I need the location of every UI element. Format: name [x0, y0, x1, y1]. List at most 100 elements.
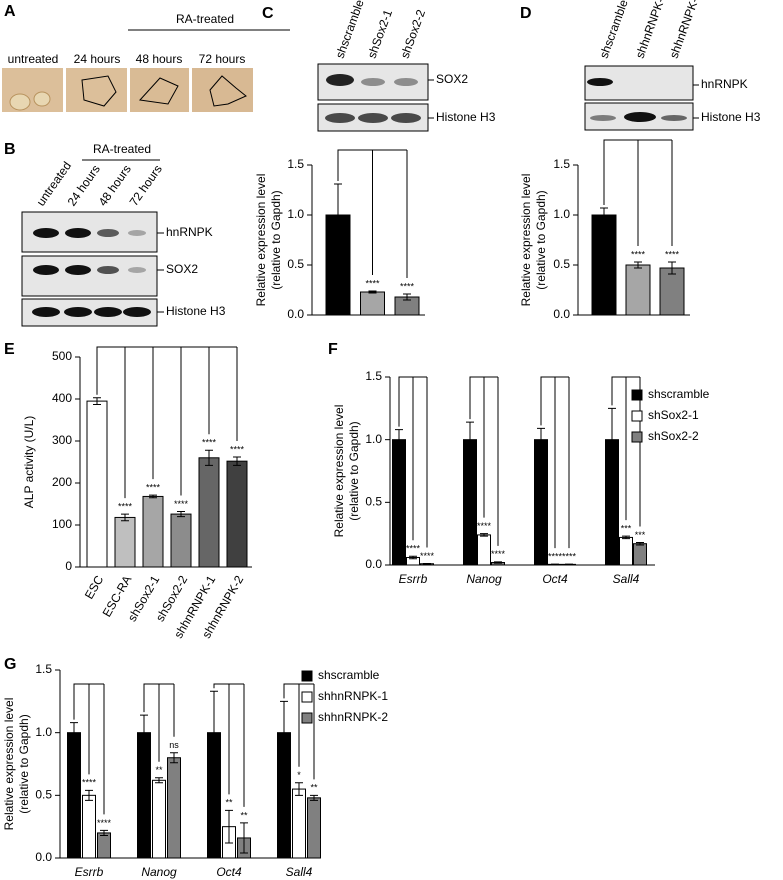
band [123, 307, 151, 317]
significance: **** [477, 521, 492, 531]
error-bar [233, 456, 241, 466]
y-axis-label: Relative expression level [332, 405, 346, 538]
x-tick-label: Esrrb [399, 572, 428, 586]
y-tick-label: 1.5 [365, 369, 382, 383]
panel-label: F [328, 341, 338, 358]
y-tick-label: 300 [52, 433, 72, 447]
lane-label: shSox2-2 [398, 7, 429, 60]
y-tick-label: 500 [52, 349, 72, 363]
error-bar [70, 722, 78, 744]
y-tick-label: 100 [52, 517, 72, 531]
x-tick-label: Sall4 [286, 865, 313, 879]
error-bar [600, 207, 608, 223]
band [32, 307, 60, 317]
error-bar [295, 782, 303, 796]
significance: * [297, 770, 301, 780]
y-tick-label: 0 [65, 559, 72, 573]
significance: **** [406, 544, 421, 554]
band [391, 113, 421, 123]
bar [534, 439, 548, 566]
significance: **** [202, 438, 217, 448]
band [587, 78, 613, 86]
condition-label: 24 hours [74, 52, 121, 66]
bar [659, 267, 685, 316]
bar [619, 536, 633, 566]
band [661, 115, 687, 121]
condition-label: untreated [8, 52, 59, 66]
error-bar [121, 513, 129, 522]
y-tick-label: 1.5 [35, 662, 52, 676]
y-tick-label: 1.5 [287, 157, 304, 171]
row-label: hnRNPK [701, 77, 748, 91]
significance: **** [82, 778, 97, 788]
header: RA-treated [93, 142, 151, 156]
bar [142, 495, 164, 568]
bar [625, 264, 651, 316]
bar [633, 543, 647, 566]
micrographs [2, 68, 253, 112]
bar [325, 214, 351, 316]
band [33, 228, 59, 238]
bar [591, 214, 617, 316]
photo [66, 68, 127, 112]
significance: **** [665, 249, 680, 259]
band [624, 112, 656, 122]
row-label: Histone H3 [166, 304, 226, 318]
row-label: SOX2 [166, 262, 198, 276]
significance: *** [635, 530, 646, 540]
y-tick-label: 0.0 [35, 850, 52, 864]
y-tick-label: 400 [52, 391, 72, 405]
legend-label: shhnRNPK-2 [318, 710, 388, 724]
colony [81, 75, 117, 107]
y-axis-label: (relative to Gapdh) [17, 714, 31, 813]
band [394, 78, 418, 86]
band [361, 78, 385, 86]
error-bar [395, 429, 403, 451]
error-bar [85, 789, 93, 801]
row-label: Histone H3 [436, 110, 496, 124]
bar [97, 832, 111, 859]
y-axis-label: Relative expression level [2, 698, 16, 831]
y-tick-label: 0.5 [553, 257, 570, 271]
error-bar [608, 407, 616, 472]
legend-label: shSox2-2 [648, 429, 699, 443]
error-bar [466, 421, 474, 458]
error-bar [634, 261, 642, 269]
significance: **** [230, 444, 245, 454]
y-tick-label: 0.5 [35, 788, 52, 802]
error-bar [409, 555, 417, 560]
legend-swatch [301, 712, 313, 724]
significance: **** [548, 551, 563, 561]
y-axis-label: (relative to Gapdh) [534, 190, 548, 289]
bar [463, 439, 477, 566]
legend-label: shscramble [648, 387, 710, 401]
comparison-bracket [213, 683, 245, 807]
bar [477, 534, 491, 566]
error-bar [334, 183, 342, 247]
x-tick-label: Esrrb [75, 865, 104, 879]
lane-label: shhnRNPK-2 [667, 0, 704, 60]
row-label: Histone H3 [701, 110, 761, 124]
photo [130, 68, 189, 112]
bands [325, 74, 421, 123]
significance: ** [310, 783, 318, 793]
y-tick-label: 200 [52, 475, 72, 489]
y-tick-label: 1.5 [553, 157, 570, 171]
significance: ** [240, 810, 248, 820]
comparison-bracket [540, 376, 570, 549]
x-tick-label: Sall4 [613, 572, 640, 586]
significance: ** [225, 798, 233, 808]
row-label: SOX2 [436, 72, 468, 86]
condition-label: 72 hours [199, 52, 246, 66]
legend-swatch [631, 410, 643, 422]
band [326, 74, 354, 86]
comparison-bracket [337, 149, 408, 278]
significance: **** [174, 499, 189, 509]
panel-label: C [262, 5, 274, 22]
y-tick-label: 0.0 [365, 557, 382, 571]
legend-label: shhnRNPK-1 [318, 689, 388, 703]
bar [392, 439, 406, 566]
significance: ns [169, 740, 179, 750]
